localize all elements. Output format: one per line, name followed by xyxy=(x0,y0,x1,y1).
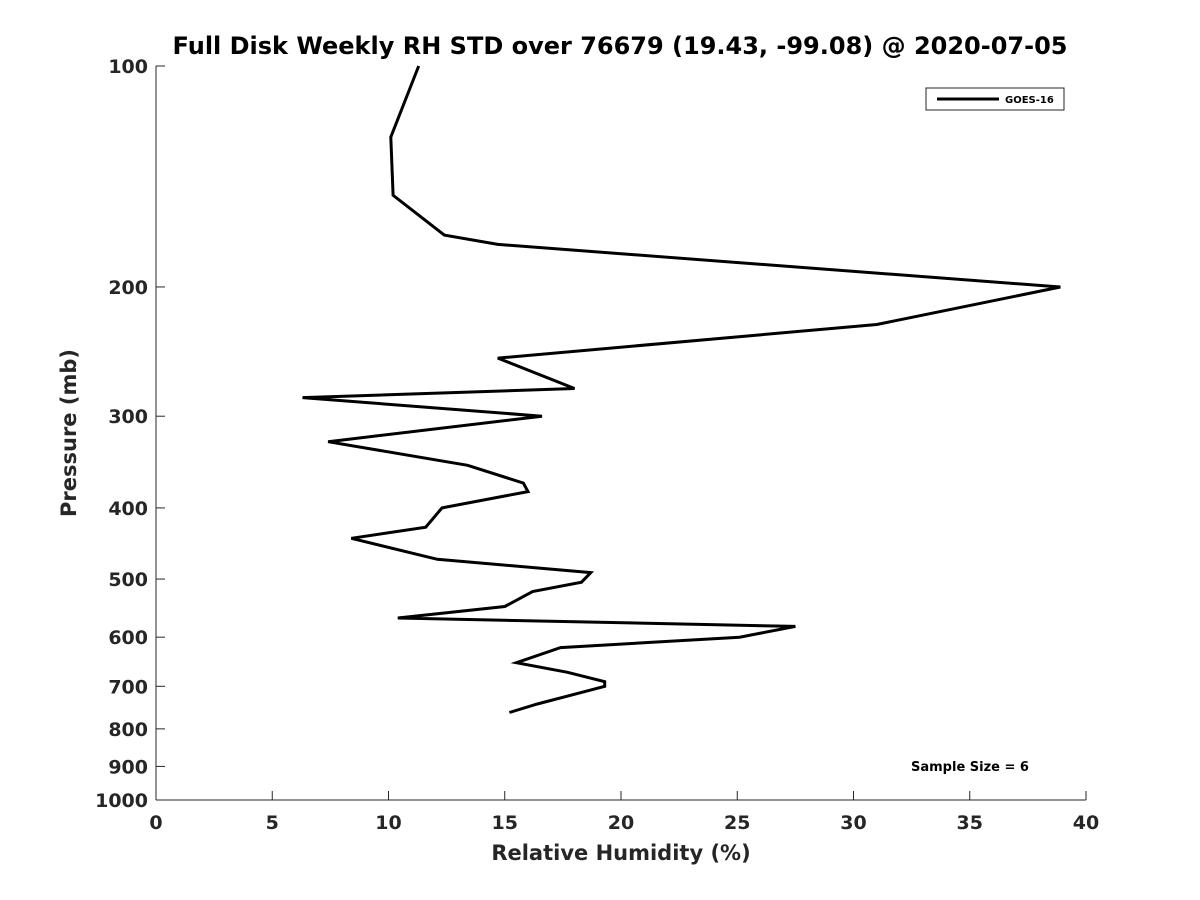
y-axis-label: Pressure (mb) xyxy=(57,349,81,517)
x-tick-label: 5 xyxy=(266,812,279,834)
sample-size-annotation: Sample Size = 6 xyxy=(911,760,1029,775)
y-tick-label: 200 xyxy=(108,277,148,299)
x-tick-label: 10 xyxy=(375,812,401,834)
chart-title: Full Disk Weekly RH STD over 76679 (19.4… xyxy=(173,32,1068,60)
y-tick-label: 500 xyxy=(108,569,148,591)
series-layer xyxy=(302,65,1061,714)
x-tick-label: 20 xyxy=(608,812,634,834)
y-tick-label: 400 xyxy=(108,498,148,520)
x-tick-label: 25 xyxy=(724,812,750,834)
x-tick-label: 30 xyxy=(840,812,866,834)
x-tick-label: 15 xyxy=(492,812,518,834)
x-ticks: 0 5 10 15 20 25 30 35 40 xyxy=(149,791,1099,834)
y-tick-label: 900 xyxy=(108,756,148,778)
x-tick-label: 40 xyxy=(1073,812,1099,834)
y-ticks: 100 200 300 400 500 600 700 800 900 1000 xyxy=(95,56,165,812)
y-tick-label: 1000 xyxy=(95,790,148,812)
x-tick-label: 35 xyxy=(957,812,983,834)
legend-label-goes-16: GOES-16 xyxy=(1005,95,1054,106)
legend: GOES-16 xyxy=(925,87,1065,111)
y-tick-label: 800 xyxy=(108,719,148,741)
x-axis-label: Relative Humidity (%) xyxy=(491,841,750,865)
y-tick-label: 600 xyxy=(108,627,148,649)
y-tick-label: 100 xyxy=(108,56,148,78)
y-tick-label: 300 xyxy=(108,406,148,428)
plot-area: 0 5 10 15 20 25 30 35 40 100 200 300 400 500 600 700 80… xyxy=(95,56,1099,834)
x-tick-label: 0 xyxy=(149,812,162,834)
series-line-goes-16 xyxy=(302,65,1061,714)
y-tick-label: 700 xyxy=(108,676,148,698)
